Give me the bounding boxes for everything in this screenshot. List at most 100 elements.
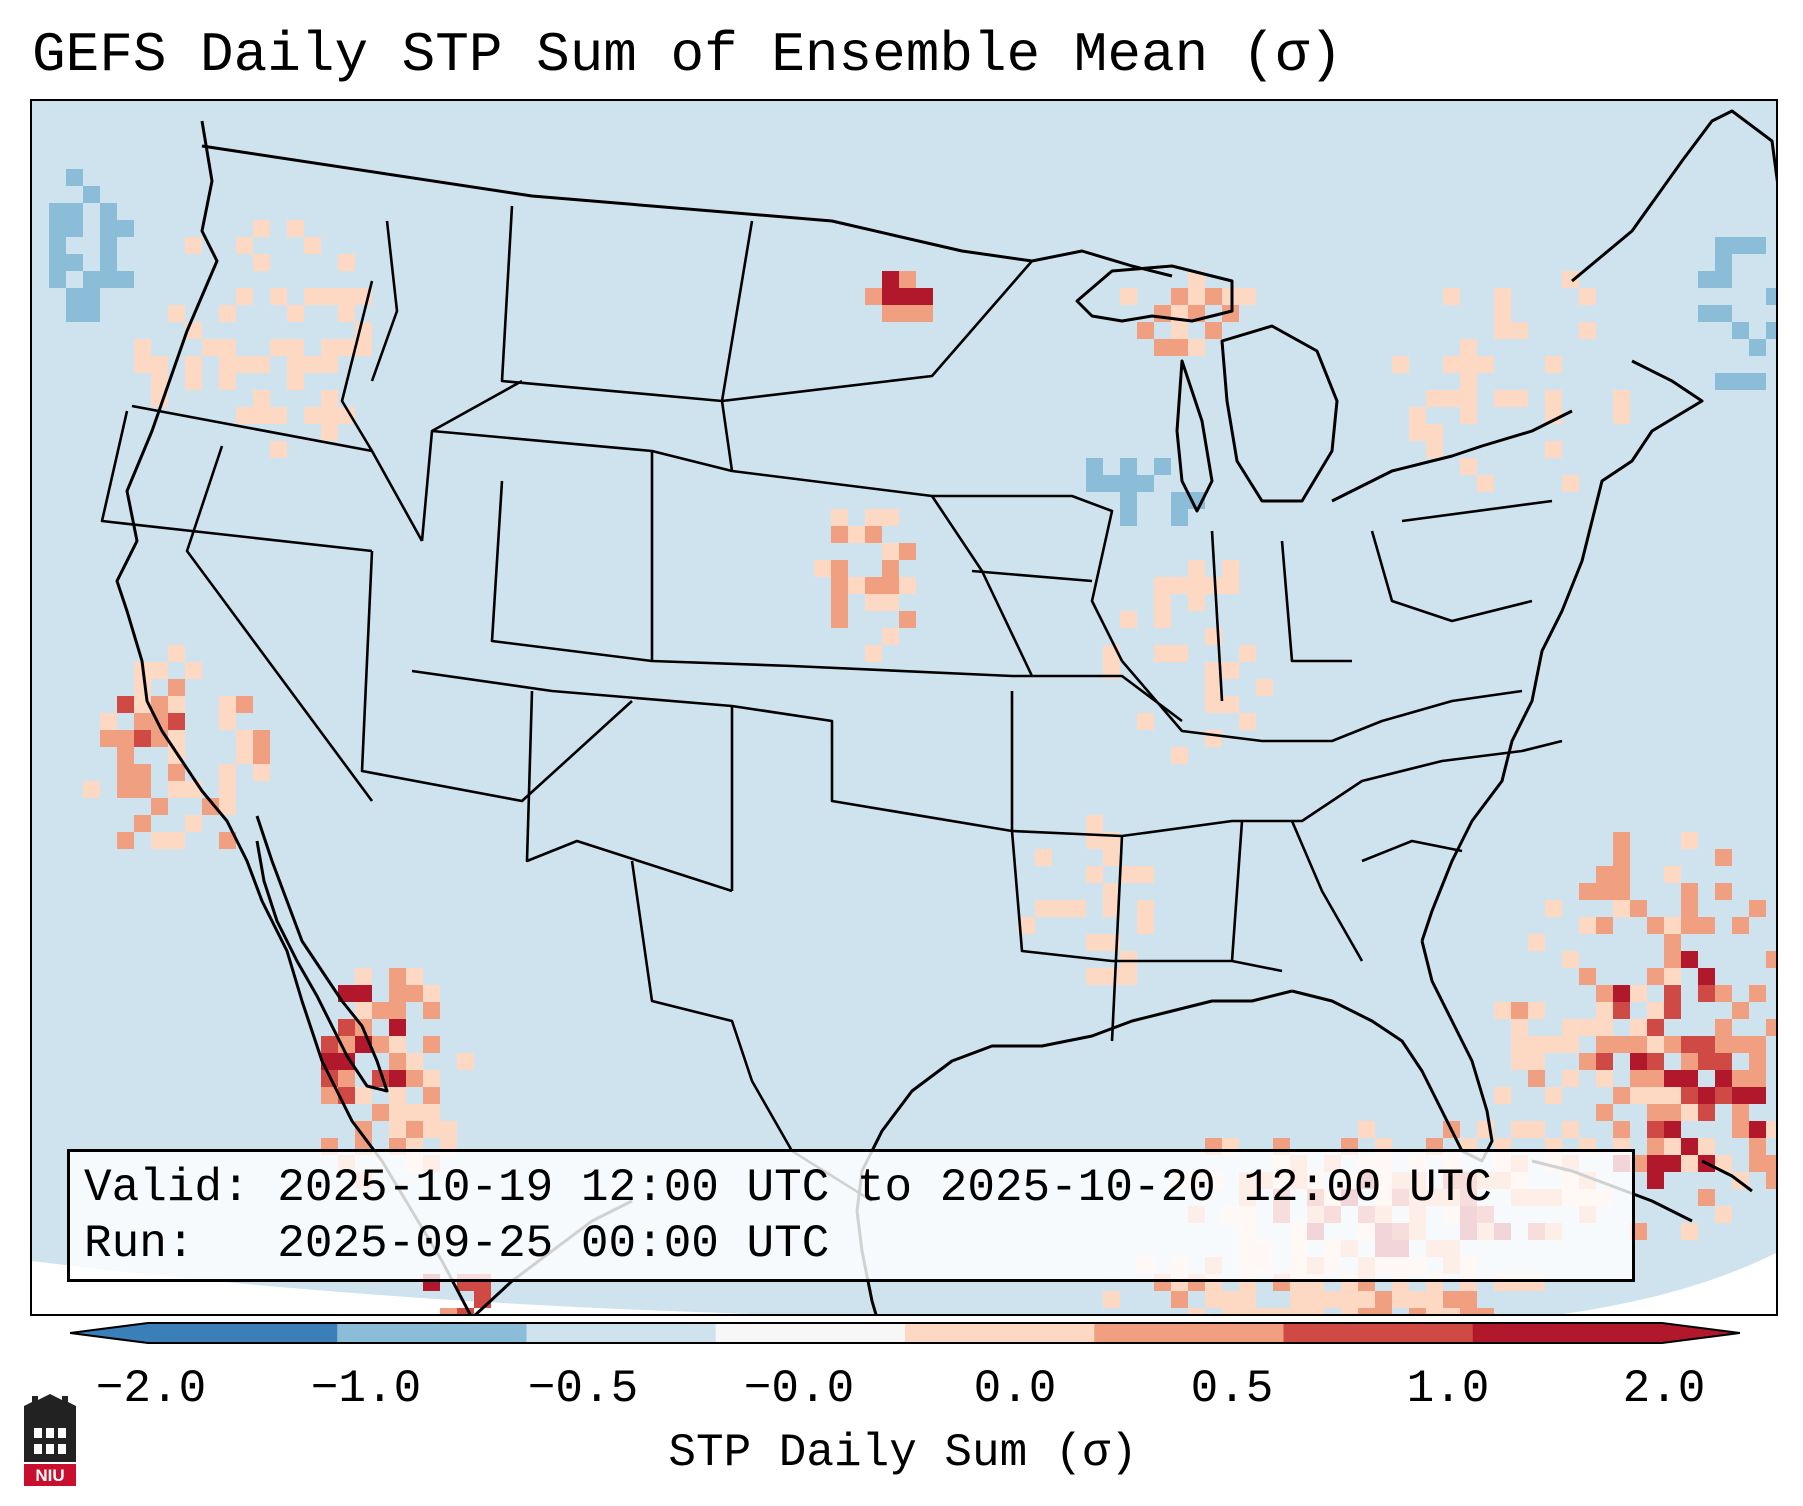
stp-cell [1358, 1308, 1375, 1314]
colorbar-segment [526, 1323, 717, 1343]
stp-cell [1647, 968, 1664, 985]
stp-cell [1392, 1291, 1409, 1308]
stp-cell [287, 220, 304, 237]
stp-cell [1664, 1002, 1681, 1019]
stp-cell [899, 543, 916, 560]
stp-cell [134, 356, 151, 373]
stp-cell [1222, 696, 1239, 713]
stp-cell [355, 968, 372, 985]
stp-cell [1511, 390, 1528, 407]
stp-cell [1545, 390, 1562, 407]
stp-cell [1494, 322, 1511, 339]
stp-cell [1715, 1087, 1732, 1104]
stp-cell [865, 526, 882, 543]
stp-cell [1630, 1070, 1647, 1087]
michigan-lower [1220, 324, 1339, 503]
stp-cell [1715, 254, 1732, 271]
projection-edge-right [1563, 1252, 1776, 1314]
stp-cell [355, 1002, 372, 1019]
stp-cell [134, 679, 151, 696]
stp-cell [1596, 1036, 1613, 1053]
stp-cell [1358, 1121, 1375, 1138]
stp-cell [66, 288, 83, 305]
stp-cell [1494, 305, 1511, 322]
stp-cell [1732, 373, 1749, 390]
stp-cell [100, 254, 117, 271]
stp-cell [321, 424, 338, 441]
stp-cell [1171, 577, 1188, 594]
stp-cell [1766, 1019, 1776, 1036]
stp-cell [321, 1087, 338, 1104]
stp-cell [1613, 849, 1630, 866]
stp-cell [1545, 441, 1562, 458]
stp-cell [100, 237, 117, 254]
stp-cell [117, 781, 134, 798]
stp-cell [1222, 662, 1239, 679]
stp-cell [1511, 1036, 1528, 1053]
stp-cell [83, 288, 100, 305]
stp-cell [1154, 577, 1171, 594]
stp-cell [151, 832, 168, 849]
stp-cell [321, 1036, 338, 1053]
stp-cell [66, 305, 83, 322]
stp-cell [117, 730, 134, 747]
stp-cell [338, 407, 355, 424]
stp-cell [1715, 1019, 1732, 1036]
stp-cell [219, 373, 236, 390]
stp-cell [219, 356, 236, 373]
stp-cell [1613, 900, 1630, 917]
stp-cell [49, 254, 66, 271]
stp-cell [1443, 356, 1460, 373]
stp-cell [1443, 288, 1460, 305]
stp-cell [1460, 458, 1477, 475]
stp-cell [1290, 1308, 1307, 1314]
stp-cell [1647, 1172, 1664, 1189]
stp-cell [1562, 1070, 1579, 1087]
stp-cell [899, 611, 916, 628]
stp-cell [1681, 1104, 1698, 1121]
stp-cell [338, 1019, 355, 1036]
stp-cell [1579, 968, 1596, 985]
stp-cell [1188, 560, 1205, 577]
stp-cell [1341, 1291, 1358, 1308]
stp-cell [1766, 288, 1776, 305]
stp-cell [1647, 1036, 1664, 1053]
stp-cell [389, 1104, 406, 1121]
stp-cell [168, 713, 185, 730]
stp-cell [1205, 696, 1222, 713]
stp-cell [236, 696, 253, 713]
stp-cell [1154, 611, 1171, 628]
stp-cell [1562, 951, 1579, 968]
stp-cell [1613, 407, 1630, 424]
stp-cell [1681, 951, 1698, 968]
stp-cell [1494, 390, 1511, 407]
stp-cell [1664, 1121, 1681, 1138]
stp-cell [423, 985, 440, 1002]
stp-cell [117, 696, 134, 713]
stp-cell [1766, 1155, 1776, 1172]
stp-cell [882, 577, 899, 594]
stp-cell [1409, 424, 1426, 441]
stp-cell [1715, 1036, 1732, 1053]
stp-cell [168, 645, 185, 662]
stp-cell [882, 560, 899, 577]
stp-cell [1715, 1206, 1732, 1223]
stp-cell [372, 1104, 389, 1121]
stp-cell [1154, 458, 1171, 475]
stp-cell [1664, 951, 1681, 968]
colorbar-segment [715, 1323, 906, 1343]
colorbar-tick-label: 1.0 [1406, 1363, 1490, 1415]
stp-cell [1749, 237, 1766, 254]
stp-cell [423, 1036, 440, 1053]
stp-cell [831, 526, 848, 543]
west-coastline [115, 120, 472, 1314]
stp-cell [882, 305, 899, 322]
stp-cell [1647, 1002, 1664, 1019]
logo-tower-top [24, 1394, 76, 1422]
stp-cell [1205, 662, 1222, 679]
stp-cell [355, 339, 372, 356]
stp-cell [49, 237, 66, 254]
stp-cell [304, 237, 321, 254]
stp-cell [1103, 475, 1120, 492]
lake-erie-ontario [1331, 409, 1573, 503]
